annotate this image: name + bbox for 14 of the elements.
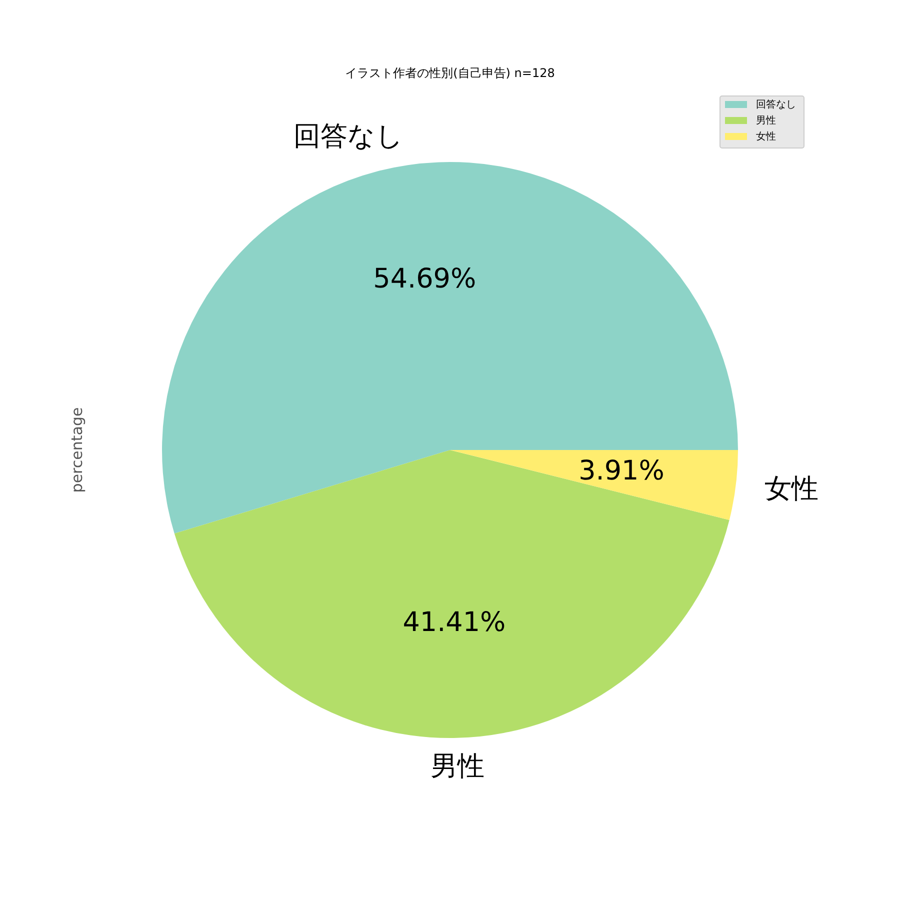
legend-label: 女性 xyxy=(756,130,776,142)
text: percentage xyxy=(68,407,86,493)
data-label: 54.69% xyxy=(373,264,476,295)
data-label: 41.41% xyxy=(402,607,506,638)
pie-slice xyxy=(174,450,730,738)
legend-label: 男性 xyxy=(756,114,776,126)
pie-slice xyxy=(162,162,738,534)
slice-label: 回答なし xyxy=(294,121,404,152)
slice-label: 男性 xyxy=(430,751,485,782)
legend-label: 回答なし xyxy=(756,98,796,110)
data-label: 3.91% xyxy=(578,456,664,487)
pie-slice xyxy=(450,450,738,520)
chart-title: イラスト作者の性別(自己申告) n=128 xyxy=(345,66,555,80)
slice-label: 女性 xyxy=(764,473,818,504)
